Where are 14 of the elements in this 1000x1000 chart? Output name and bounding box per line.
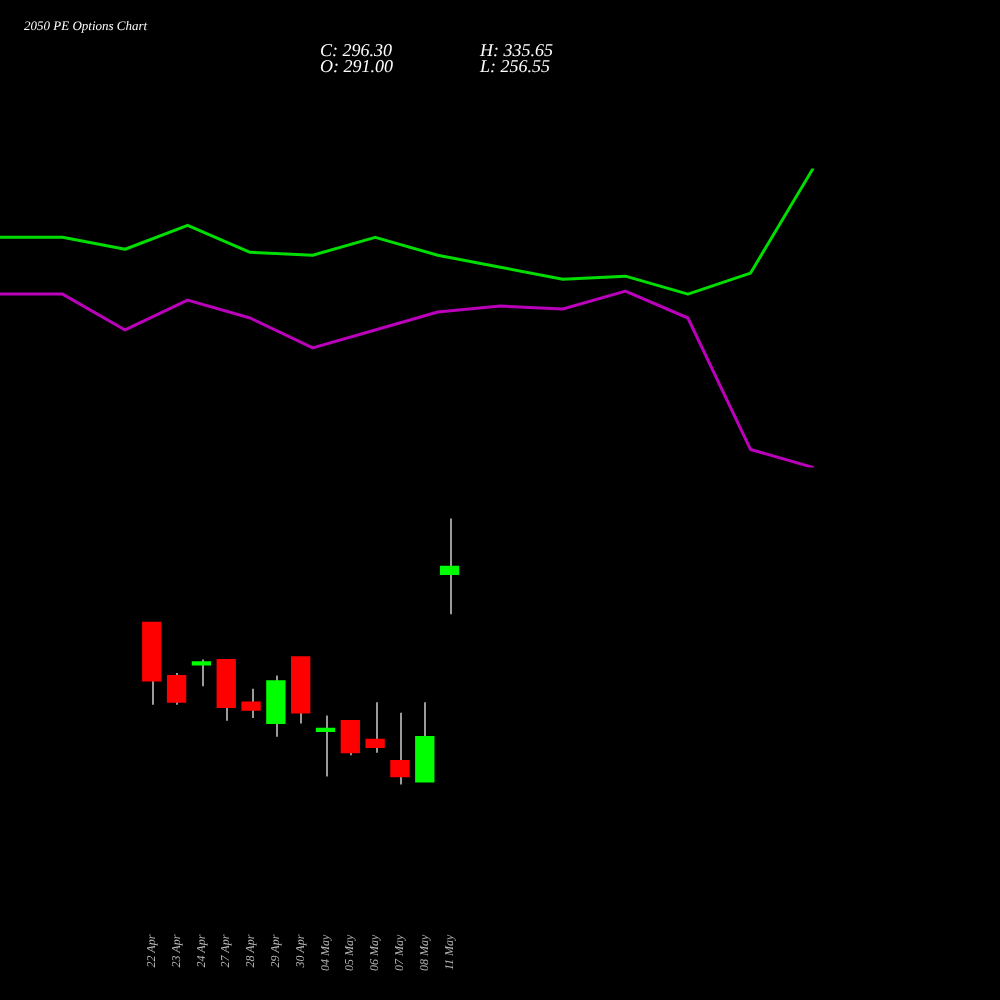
candlestick [390, 711, 410, 786]
text: H: 335.65 [480, 39, 553, 59]
candlestick [315, 714, 336, 778]
candlestick [241, 687, 261, 720]
candlestick [191, 658, 212, 688]
text: C: 296.30 [320, 39, 392, 59]
candlestick [166, 671, 187, 706]
text: L: 256.55 [480, 55, 551, 76]
candlestick [340, 719, 360, 757]
candlestick [365, 701, 385, 754]
text: O: 291.00 [320, 55, 393, 76]
candlestick [415, 701, 435, 783]
candlestick [266, 674, 286, 738]
candlestick [439, 517, 460, 616]
